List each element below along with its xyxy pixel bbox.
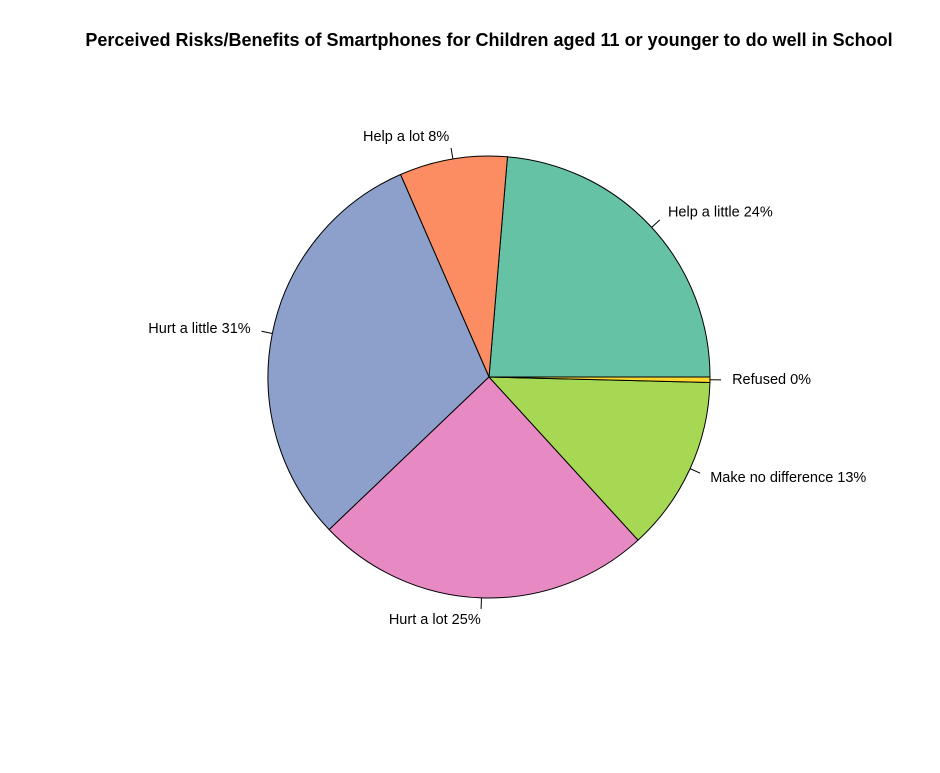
slice-label: Refused 0%	[732, 372, 811, 388]
slice-label: Hurt a little 31%	[148, 321, 250, 337]
pie-labels: Help a little 24% Help a lot 8% Hurt a lit…	[148, 129, 866, 628]
label-leader-line	[651, 219, 661, 228]
chart-title: Perceived Risks/Benefits of Smartphones …	[85, 30, 893, 50]
pie-slice-help-a-lot	[399, 155, 508, 378]
pie-slice-make-no-difference	[488, 376, 711, 541]
slice-label: Help a little 24%	[668, 204, 773, 220]
label-leader-line	[261, 330, 273, 334]
pie-slice-hurt-a-little	[267, 174, 490, 531]
slice-label: Help a lot 8%	[363, 129, 449, 145]
pie-slices	[267, 155, 711, 599]
label-leader-line	[450, 147, 454, 160]
slice-label: Make no difference 13%	[710, 470, 866, 486]
label-leader-line	[689, 468, 701, 474]
pie-slice-help-a-little	[488, 156, 711, 378]
slice-label: Hurt a lot 25%	[389, 612, 481, 628]
